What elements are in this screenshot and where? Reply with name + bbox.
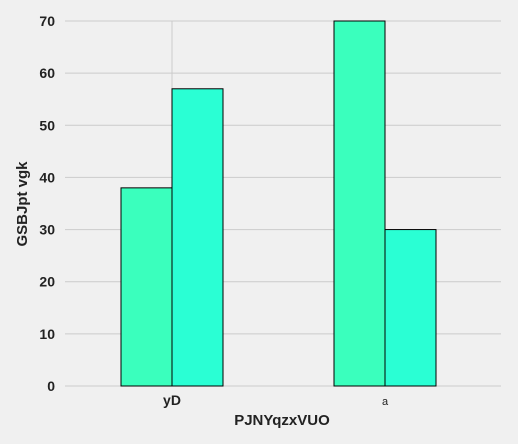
y-axis-ticks: 0 10 20 30 40 50 60 70 xyxy=(39,13,55,394)
x-axis-title: PJNYqzxVUO xyxy=(234,412,330,429)
y-tick-label: 30 xyxy=(39,222,55,238)
bars xyxy=(120,20,437,387)
y-tick-label: 50 xyxy=(39,117,55,133)
y-tick-label: 60 xyxy=(39,65,55,81)
y-tick-label: 20 xyxy=(39,274,55,290)
x-axis-ticks: yD a xyxy=(163,392,389,408)
bar xyxy=(333,20,386,387)
bar xyxy=(120,187,173,387)
y-tick-label: 0 xyxy=(47,378,55,394)
y-tick-label: 70 xyxy=(39,13,55,29)
y-tick-label: 40 xyxy=(39,169,55,185)
bar xyxy=(171,88,224,387)
x-tick-label: a xyxy=(382,396,389,408)
bar xyxy=(384,229,437,387)
y-tick-label: 10 xyxy=(39,326,55,342)
y-axis-title: GSBJpt vgk xyxy=(14,161,31,247)
x-tick-label: yD xyxy=(163,392,181,408)
